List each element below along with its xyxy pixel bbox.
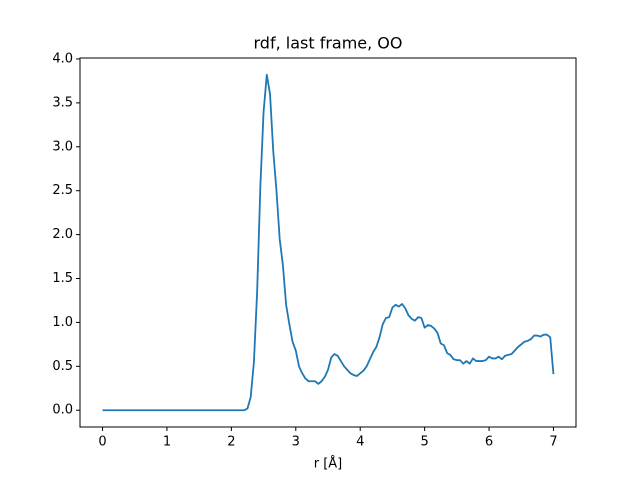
x-tick-label: 3 xyxy=(292,435,300,450)
x-axis-label: r [Å] xyxy=(314,456,343,472)
y-tick-label: 2.5 xyxy=(52,183,73,198)
x-tick-label: 4 xyxy=(356,435,364,450)
data-line xyxy=(102,73,555,412)
y-tick-label: 1.5 xyxy=(52,271,73,286)
plot-frame xyxy=(79,57,577,428)
chart-title: rdf, last frame, OO xyxy=(253,34,402,53)
x-tick-label: 1 xyxy=(163,435,171,450)
y-tick-label: 4.0 xyxy=(52,51,73,66)
x-tick-label: 6 xyxy=(485,435,493,450)
x-tick-label: 0 xyxy=(98,435,106,450)
y-tick-label: 2.0 xyxy=(52,227,73,242)
x-tick-label: 5 xyxy=(420,435,428,450)
x-tick-label: 7 xyxy=(549,435,557,450)
y-tick-label: 3.5 xyxy=(52,95,73,110)
y-tick-label: 0.0 xyxy=(52,403,73,418)
y-tick-label: 0.5 xyxy=(52,359,73,374)
y-tick-label: 1.0 xyxy=(52,315,73,330)
x-tick-label: 2 xyxy=(227,435,235,450)
y-tick-label: 3.0 xyxy=(52,139,73,154)
